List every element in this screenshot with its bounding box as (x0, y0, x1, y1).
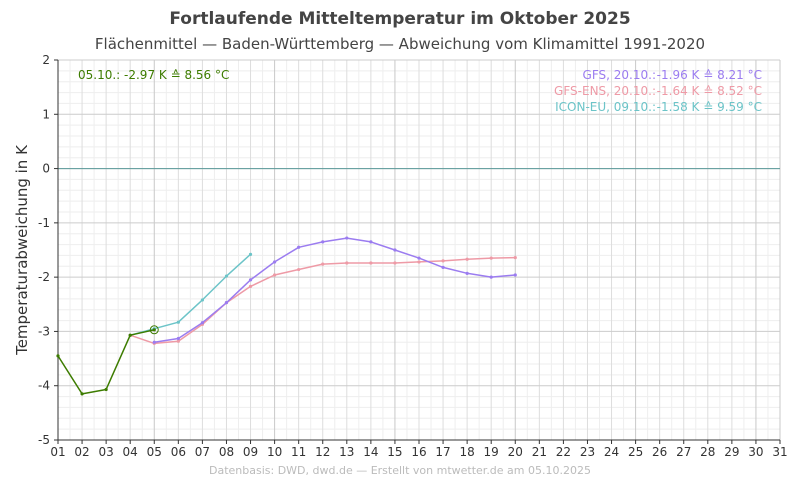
legend-model: ICON-EU, 09.10.: (555, 100, 656, 114)
data-point-gfs-ens (273, 273, 277, 277)
y-tick-label: -5 (38, 433, 50, 447)
data-point-gfs (393, 248, 397, 252)
data-point-icon-eu (176, 320, 180, 324)
legend-model: GFS-ENS, 20.10.: (554, 84, 656, 98)
data-point-gfs (489, 275, 493, 279)
x-tick-label: 22 (556, 445, 571, 459)
grid (57, 59, 781, 441)
data-point-beobachtung (152, 328, 156, 332)
x-tick-label: 19 (484, 445, 499, 459)
x-tick-label: 01 (50, 445, 65, 459)
data-point-icon-eu (248, 252, 253, 256)
x-tick-label: 13 (339, 445, 354, 459)
y-tick-label: -4 (38, 379, 50, 393)
data-point-gfs-ens (321, 262, 325, 266)
x-tick-label: 10 (267, 445, 282, 459)
x-tick-label: 08 (219, 445, 234, 459)
x-tick-label: 23 (580, 445, 595, 459)
data-point-beobachtung (104, 387, 108, 392)
series-line-gfs (154, 237, 516, 344)
axes: 01 02 03 04 05 06 07 08 09 10 11 12 13 14 15 16 17 18 19 20… (38, 53, 788, 459)
x-tick-label: 18 (459, 445, 474, 459)
chart-subtitle: Flächenmittel — Baden-Württemberg — Abwe… (95, 35, 705, 53)
x-tick-label: 15 (387, 445, 402, 459)
data-point-gfs-ens (248, 284, 253, 288)
x-tick-label: 31 (772, 445, 787, 459)
data-point-gfs-ens (393, 261, 397, 265)
data-point-gfs (441, 265, 445, 269)
x-tick-label: 03 (98, 445, 113, 459)
x-tick-label: 17 (435, 445, 450, 459)
data-point-beobachtung (80, 392, 84, 396)
legend-value: -1.96 K ≙ 8.21 °C (657, 68, 762, 82)
data-point-gfs (345, 236, 349, 240)
legend-value: -1.58 K ≙ 9.59 °C (657, 100, 762, 114)
data-point-icon-eu (200, 298, 204, 302)
data-point-gfs (273, 260, 277, 264)
data-point-gfs-ens (513, 256, 517, 260)
series-layer (56, 236, 517, 396)
y-tick-label: -3 (38, 324, 50, 338)
data-point-gfs (321, 240, 325, 244)
x-tick-label: 20 (508, 445, 523, 459)
data-point-gfs (152, 340, 156, 344)
data-point-icon-eu (224, 274, 229, 278)
x-tick-label: 21 (532, 445, 547, 459)
data-point-gfs (513, 273, 517, 277)
x-tick-label: 25 (628, 445, 643, 459)
x-tick-label: 14 (363, 445, 378, 459)
data-point-gfs-ens (489, 256, 493, 260)
data-point-gfs (200, 321, 204, 325)
current-value-marker (149, 325, 159, 335)
y-tick-label: -1 (38, 216, 50, 230)
chart-footer: Datenbasis: DWD, dwd.de — Erstellt von m… (209, 464, 591, 477)
data-point-gfs (224, 301, 229, 305)
x-tick-label: 02 (74, 445, 89, 459)
x-tick-label: 06 (171, 445, 186, 459)
x-tick-label: 30 (748, 445, 763, 459)
data-point-gfs (297, 245, 301, 249)
y-tick-label: 0 (42, 162, 50, 176)
x-tick-label: 07 (195, 445, 210, 459)
data-point-gfs-ens (176, 339, 180, 343)
data-point-gfs (369, 240, 373, 244)
data-point-gfs (465, 271, 469, 275)
x-tick-label: 05 (147, 445, 162, 459)
x-tick-label: 26 (652, 445, 667, 459)
x-tick-label: 09 (243, 445, 258, 459)
legend-model: GFS, 20.10.: (583, 68, 656, 82)
data-point-gfs-ens (345, 261, 349, 265)
chart-title: Fortlaufende Mitteltemperatur im Oktober… (169, 9, 630, 29)
data-point-gfs (417, 256, 421, 260)
x-tick-label: 16 (411, 445, 426, 459)
x-tick-label: 27 (676, 445, 691, 459)
y-tick-label: 1 (42, 107, 50, 121)
y-tick-label: -2 (38, 270, 50, 284)
data-point-gfs-ens (465, 257, 469, 261)
x-tick-label: 29 (724, 445, 739, 459)
observed-value-label: 05.10.: -2.97 K ≙ 8.56 °C (78, 68, 229, 82)
data-point-gfs-ens (417, 260, 421, 264)
x-tick-label: 24 (604, 445, 619, 459)
y-tick-label: 2 (42, 53, 50, 67)
data-point-gfs-ens (297, 267, 301, 272)
data-point-beobachtung (56, 354, 60, 358)
data-point-gfs-ens (369, 261, 373, 265)
x-tick-label: 11 (291, 445, 306, 459)
x-tick-label: 04 (123, 445, 138, 459)
data-point-gfs-ens (441, 259, 445, 263)
x-tick-label: 28 (700, 445, 715, 459)
data-point-beobachtung (128, 333, 132, 337)
data-point-gfs (176, 336, 180, 341)
legend-value: -1.64 K ≙ 8.52 °C (657, 84, 762, 98)
y-axis-label: Temperaturabweichung in K (13, 144, 31, 356)
x-tick-label: 12 (315, 445, 330, 459)
data-point-gfs (248, 278, 253, 282)
